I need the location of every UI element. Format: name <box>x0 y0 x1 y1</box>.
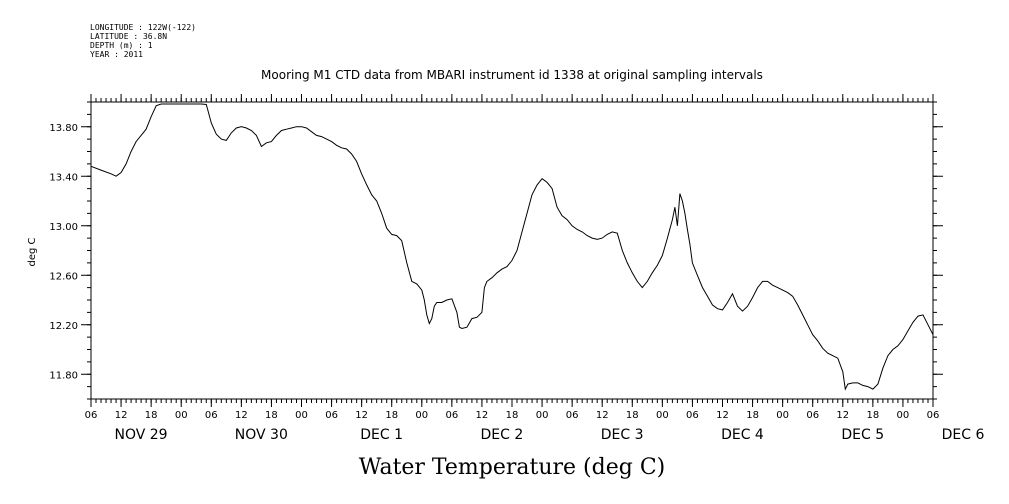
plot-frame <box>90 101 934 400</box>
y-tick-label: 13.80 <box>49 123 78 134</box>
x-day-label: DEC 6 <box>942 427 985 443</box>
x-day-label: NOV 29 <box>114 427 167 443</box>
x-tick-label: 12 <box>235 410 248 421</box>
x-day-label: DEC 4 <box>721 427 764 443</box>
y-tick-label: 11.80 <box>49 370 78 381</box>
x-tick-label: 06 <box>806 410 819 421</box>
x-tick-label: 18 <box>746 410 759 421</box>
chart-title: Mooring M1 CTD data from MBARI instrumen… <box>261 68 763 82</box>
x-tick-label: 18 <box>866 410 879 421</box>
series-line-water-temperature <box>90 103 934 391</box>
minor-ticks <box>87 98 937 403</box>
x-tick-label: 12 <box>596 410 609 421</box>
x-day-label: DEC 5 <box>841 427 884 443</box>
x-tick-label: 06 <box>205 410 218 421</box>
x-tick-label: 18 <box>265 410 278 421</box>
x-tick-label: 12 <box>716 410 729 421</box>
x-tick-label: 00 <box>536 410 549 421</box>
x-day-label: DEC 1 <box>360 427 403 443</box>
x-tick-label: 06 <box>686 410 699 421</box>
x-tick-label: 06 <box>325 410 338 421</box>
x-tick-label: 06 <box>927 410 940 421</box>
y-tick-label: 13.00 <box>49 222 78 233</box>
x-tick-label: 12 <box>836 410 849 421</box>
x-tick-label: 00 <box>897 410 910 421</box>
x-tick-label: 00 <box>295 410 308 421</box>
x-day-label: DEC 2 <box>481 427 524 443</box>
x-tick-label: 12 <box>355 410 368 421</box>
header-year: YEAR : 2011 <box>90 50 143 59</box>
y-tick-label: 12.20 <box>49 321 78 332</box>
x-tick-label: 00 <box>175 410 188 421</box>
y-tick-label: 12.60 <box>49 271 78 282</box>
x-tick-label: 12 <box>476 410 489 421</box>
y-axis-label: deg C <box>27 237 38 266</box>
x-axis-title: Water Temperature (deg C) <box>359 455 666 480</box>
x-day-label: NOV 30 <box>235 427 288 443</box>
y-axis: 11.80 12.20 12.60 13.00 13.40 13.80 <box>49 123 943 381</box>
x-tick-label: 06 <box>445 410 458 421</box>
x-tick-label: 00 <box>776 410 789 421</box>
x-tick-label: 12 <box>115 410 128 421</box>
x-tick-label: 18 <box>506 410 519 421</box>
header-latitude: LATITUDE : 36.8N <box>90 32 167 41</box>
x-tick-label: 18 <box>626 410 639 421</box>
x-tick-label: 00 <box>415 410 428 421</box>
x-tick-label: 00 <box>656 410 669 421</box>
x-axis: 06 12 18 00 06 12 18 00 06 12 18 00 06 12 18 00 06 12 18 00… <box>85 94 985 443</box>
header-longitude: LONGITUDE : 122W(-122) <box>90 23 196 32</box>
station-header: LONGITUDE : 122W(-122) LATITUDE : 36.8N … <box>90 23 196 59</box>
x-tick-label: 18 <box>385 410 398 421</box>
y-tick-label: 13.40 <box>49 172 78 183</box>
x-tick-label: 18 <box>145 410 158 421</box>
x-tick-label: 06 <box>566 410 579 421</box>
x-tick-label: 06 <box>85 410 98 421</box>
header-depth: DEPTH (m) : 1 <box>90 41 153 50</box>
x-day-label: DEC 3 <box>601 427 644 443</box>
